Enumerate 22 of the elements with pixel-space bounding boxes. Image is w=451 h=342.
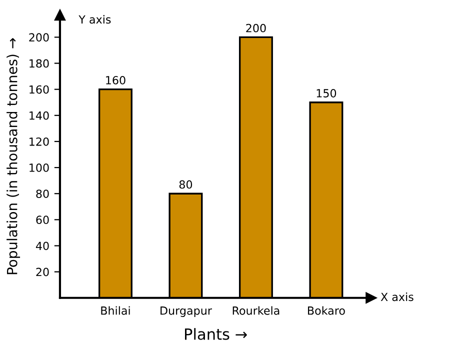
y-tick-label: 20 bbox=[36, 268, 49, 276]
annotation: Y axis bbox=[78, 15, 111, 24]
x-axis-title: Plants → bbox=[185, 328, 247, 340]
y-axis-title: Population (in thousand tonnes) → bbox=[6, 38, 20, 274]
data-label: 160 bbox=[106, 76, 126, 84]
text: X axis bbox=[380, 292, 414, 302]
y-tick-label: 140 bbox=[30, 111, 49, 120]
data-label: 200 bbox=[246, 24, 266, 32]
y-tick-label: 120 bbox=[30, 137, 49, 146]
x-tick-label: Bokaro bbox=[308, 306, 345, 315]
data-label: 80 bbox=[179, 180, 192, 189]
data-label: 150 bbox=[316, 89, 336, 98]
y-tick-label: 80 bbox=[36, 190, 49, 198]
y-tick-label: 160 bbox=[30, 85, 49, 94]
x-tick-label: Durgapur bbox=[160, 306, 212, 317]
y-tick-label: 40 bbox=[36, 242, 49, 250]
x-tick-label: Rourkela bbox=[232, 306, 280, 315]
y-tick-label: 180 bbox=[30, 59, 49, 68]
y-tick-label: 200 bbox=[29, 33, 49, 42]
y-tick-label: 100 bbox=[30, 164, 49, 172]
y-tick-label: 60 bbox=[36, 216, 49, 224]
x-tick-label: Bhilai bbox=[101, 306, 130, 315]
